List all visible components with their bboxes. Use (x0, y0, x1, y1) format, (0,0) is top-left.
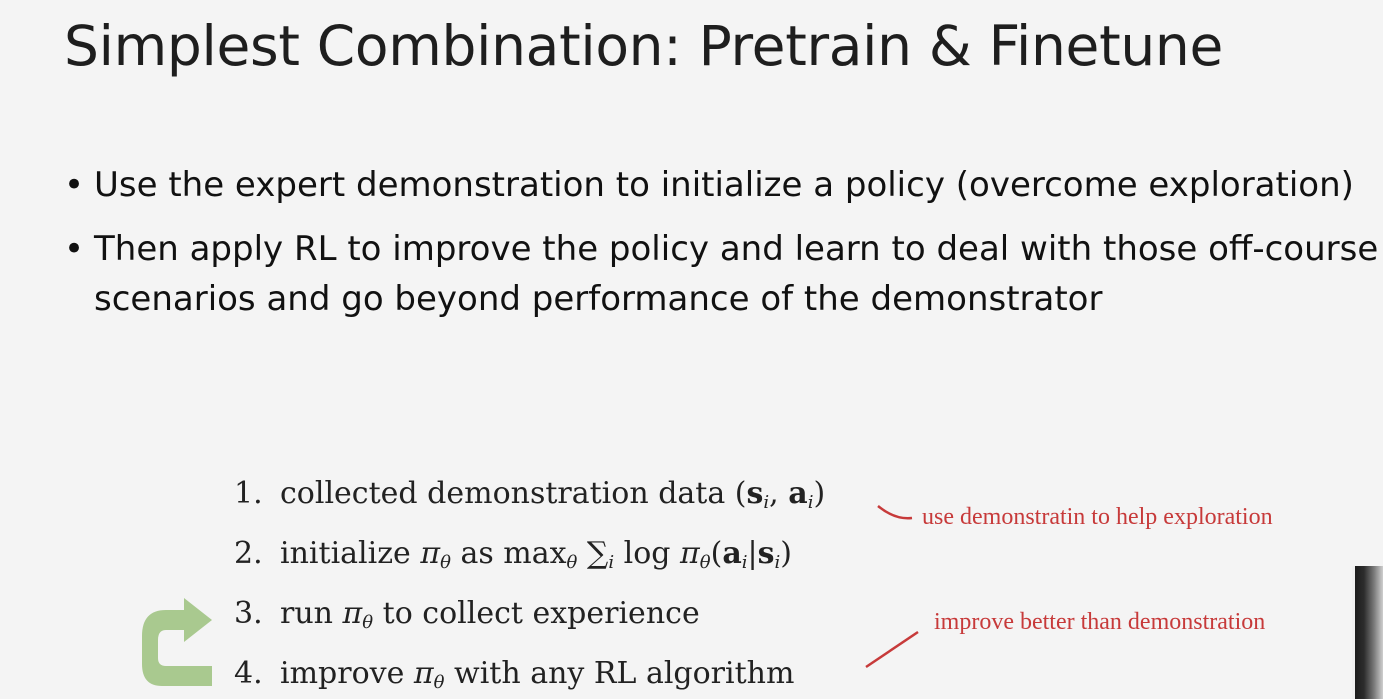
step-math: πθ (413, 656, 445, 693)
step-text-rest: with any RL algorithm (454, 656, 795, 691)
edge-dark-bar (1352, 566, 1383, 699)
algorithm-step-3: 3. run πθ to collect experience (234, 588, 825, 648)
step-text: improve (280, 656, 405, 691)
bullet-text: Use the expert demonstration to initiali… (94, 165, 1354, 205)
annotation-line-improve (865, 630, 919, 669)
step-math: (si, ai) (734, 476, 826, 513)
annotation-improve: improve better than demonstration (934, 609, 1266, 635)
algorithm-step-4: 4. improve πθ with any RL algorithm (234, 648, 825, 699)
slide-title: Simplest Combination: Pretrain & Finetun… (64, 14, 1224, 78)
step-number: 3. (234, 596, 263, 631)
step-math: πθ (342, 596, 374, 633)
step-number: 1. (234, 476, 263, 511)
curved-return-arrow-icon (142, 598, 212, 686)
algorithm-step-1: 1. collected demonstration data (si, ai) (234, 468, 825, 528)
bullet-dot: • (64, 165, 85, 205)
step-text-rest: to collect experience (382, 596, 700, 631)
annotation-line-exploration (877, 505, 913, 520)
bullet-item: • Use the expert demonstration to initia… (60, 160, 1380, 210)
annotation-exploration: use demonstratin to help exploration (922, 504, 1273, 530)
step-number: 4. (234, 656, 263, 691)
step-math: πθ (420, 536, 451, 573)
bullet-list: • Use the expert demonstration to initia… (60, 160, 1380, 338)
step-math: as maxθ ∑i log πθ(ai|si) (460, 536, 793, 573)
step-text: collected demonstration data (280, 476, 726, 511)
bullet-text: Then apply RL to improve the policy and … (94, 229, 1379, 319)
algorithm-step-2: 2. initialize πθ as maxθ ∑i log πθ(ai|si) (234, 528, 825, 588)
step-text: initialize (280, 536, 411, 571)
bullet-item: • Then apply RL to improve the policy an… (60, 224, 1380, 324)
step-number: 2. (234, 536, 263, 571)
bullet-dot: • (64, 229, 85, 269)
step-text: run (280, 596, 333, 631)
algorithm-steps: 1. collected demonstration data (si, ai) … (234, 468, 825, 699)
